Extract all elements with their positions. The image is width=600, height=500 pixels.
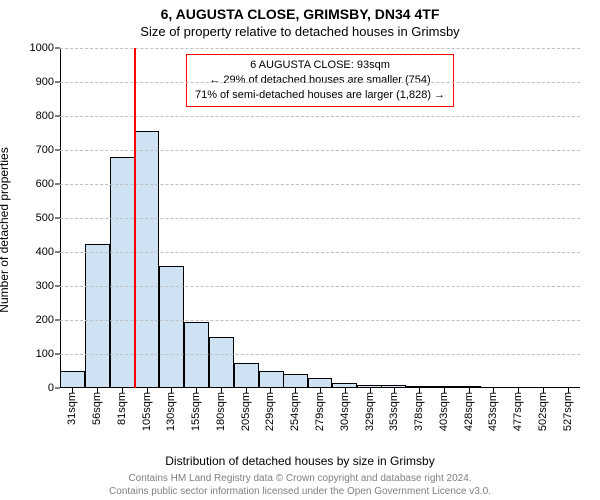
gridline-h — [60, 48, 580, 49]
ytick-label: 300 — [36, 280, 54, 292]
ytick-label: 900 — [36, 76, 54, 88]
plot-area: 6 AUGUSTA CLOSE: 93sqm ← 29% of detached… — [60, 48, 580, 388]
attribution-line1: Contains HM Land Registry data © Crown c… — [0, 473, 600, 486]
ytick-label: 100 — [36, 348, 54, 360]
attribution-line2: Contains public sector information licen… — [0, 486, 600, 499]
ytick-label: 1000 — [30, 42, 54, 54]
bar — [308, 378, 333, 388]
gridline-h — [60, 116, 580, 117]
ytick-mark — [55, 388, 60, 389]
gridline-h — [60, 252, 580, 253]
xtick-label: 130sqm — [165, 392, 177, 431]
xtick-label: 329sqm — [364, 392, 376, 431]
xtick-label: 527sqm — [562, 392, 574, 431]
xtick-label: 279sqm — [314, 392, 326, 431]
ytick-label: 200 — [36, 314, 54, 326]
attribution: Contains HM Land Registry data © Crown c… — [0, 473, 600, 498]
xtick-label: 254sqm — [289, 392, 301, 431]
gridline-h — [60, 218, 580, 219]
xtick-label: 428sqm — [463, 392, 475, 431]
chart-container: 6, AUGUSTA CLOSE, GRIMSBY, DN34 4TF Size… — [0, 0, 600, 500]
xtick-label: 229sqm — [264, 392, 276, 431]
bar — [134, 131, 159, 388]
bar — [234, 363, 259, 389]
marker-line — [134, 48, 136, 388]
ytick-mark — [55, 286, 60, 287]
ytick-label: 0 — [48, 382, 54, 394]
xtick-label: 81sqm — [116, 392, 128, 425]
annotation-line3: 71% of semi-detached houses are larger (… — [195, 88, 445, 103]
xtick-label: 453sqm — [487, 392, 499, 431]
bar — [159, 266, 184, 388]
ytick-mark — [55, 354, 60, 355]
xtick-label: 31sqm — [66, 392, 78, 425]
gridline-h — [60, 184, 580, 185]
gridline-h — [60, 150, 580, 151]
xtick-label: 378sqm — [413, 392, 425, 431]
ytick-mark — [55, 218, 60, 219]
ytick-mark — [55, 252, 60, 253]
annotation-line2: ← 29% of detached houses are smaller (75… — [195, 73, 445, 88]
ytick-mark — [55, 184, 60, 185]
gridline-h — [60, 82, 580, 83]
ytick-mark — [55, 150, 60, 151]
ytick-mark — [55, 48, 60, 49]
bar — [259, 371, 284, 388]
xtick-label: 155sqm — [190, 392, 202, 431]
ytick-label: 600 — [36, 178, 54, 190]
chart-title-main: 6, AUGUSTA CLOSE, GRIMSBY, DN34 4TF — [0, 6, 600, 22]
gridline-h — [60, 354, 580, 355]
xtick-label: 56sqm — [91, 392, 103, 425]
xtick-label: 205sqm — [240, 392, 252, 431]
ytick-label: 700 — [36, 144, 54, 156]
annotation-line1: 6 AUGUSTA CLOSE: 93sqm — [195, 58, 445, 73]
bar — [85, 244, 110, 389]
gridline-h — [60, 320, 580, 321]
ytick-label: 800 — [36, 110, 54, 122]
xtick-label: 353sqm — [388, 392, 400, 431]
x-axis-label: Distribution of detached houses by size … — [0, 454, 600, 468]
ytick-mark — [55, 82, 60, 83]
xtick-label: 403sqm — [438, 392, 450, 431]
y-axis-label: Number of detached properties — [0, 147, 11, 312]
xtick-label: 105sqm — [141, 392, 153, 431]
annotation-box: 6 AUGUSTA CLOSE: 93sqm ← 29% of detached… — [186, 54, 454, 107]
bar — [60, 371, 85, 388]
xtick-label: 304sqm — [339, 392, 351, 431]
xtick-label: 502sqm — [537, 392, 549, 431]
ytick-label: 400 — [36, 246, 54, 258]
chart-title-sub: Size of property relative to detached ho… — [0, 24, 600, 39]
ytick-mark — [55, 320, 60, 321]
bar — [283, 374, 308, 388]
ytick-label: 500 — [36, 212, 54, 224]
xtick-label: 180sqm — [215, 392, 227, 431]
gridline-h — [60, 286, 580, 287]
bar — [209, 337, 234, 388]
ytick-mark — [55, 116, 60, 117]
xtick-label: 477sqm — [512, 392, 524, 431]
